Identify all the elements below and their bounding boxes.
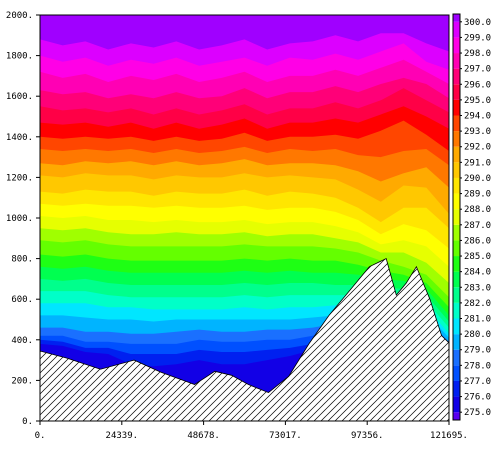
colorbar-swatch [453, 68, 460, 85]
colorbar-swatch [453, 412, 460, 420]
colorbar-label: 291.0 [464, 158, 491, 168]
colorbar-label: 279.0 [464, 346, 491, 356]
colorbar-swatch [453, 162, 460, 178]
y-tick-label: 1200. [6, 173, 33, 183]
colorbar-label: 293.0 [464, 127, 491, 137]
colorbar-label: 286.0 [464, 236, 491, 246]
colorbar-swatch [453, 84, 460, 100]
colorbar: 275.0 276.0 277.0 278.0 279.0 280.0 281.0 282.0… [452, 13, 491, 421]
colorbar-label: 289.0 [464, 190, 491, 200]
x-tick-label: 121695. [430, 431, 468, 441]
y-tick-label: 1000. [6, 214, 33, 224]
y-tick-label: 0. [22, 417, 33, 427]
colorbar-swatch [453, 53, 460, 69]
colorbar-label: 288.0 [464, 205, 491, 215]
colorbar-label: 294.0 [464, 112, 491, 122]
x-axis: 0. 24339. 48678. 73017. 97356. 121695. [35, 421, 468, 441]
colorbar-swatch [453, 302, 460, 319]
x-tick-label: 24339. [106, 431, 139, 441]
terrain-hatch [40, 258, 449, 421]
colorbar-label: 295.0 [464, 96, 491, 106]
colorbar-swatch [453, 240, 460, 257]
x-tick-label: 0. [35, 431, 46, 441]
colorbar-swatch [453, 177, 460, 194]
colorbar-swatch [453, 193, 460, 210]
y-tick-label: 1400. [6, 133, 33, 143]
colorbar-swatch [453, 380, 460, 397]
y-tick-label: 800. [11, 255, 33, 265]
colorbar-label: 282.0 [464, 299, 491, 309]
colorbar-label: 290.0 [464, 174, 491, 184]
y-tick-label: 2000. [6, 11, 33, 21]
colorbar-swatch [453, 21, 460, 38]
y-tick-label: 600. [11, 295, 33, 305]
x-tick-label: 73017. [269, 431, 302, 441]
colorbar-label: 278.0 [464, 361, 491, 371]
colorbar-swatch [453, 14, 460, 22]
colorbar-label: 275.0 [464, 408, 491, 418]
colorbar-label: 299.0 [464, 33, 491, 43]
colorbar-label: 298.0 [464, 49, 491, 59]
colorbar-swatch [453, 209, 460, 225]
colorbar-label: 280.0 [464, 330, 491, 340]
colorbar-label: 297.0 [464, 65, 491, 75]
colorbar-label: 281.0 [464, 315, 491, 325]
colorbar-frame [452, 13, 461, 421]
colorbar-swatch [453, 224, 460, 241]
colorbar-swatch [453, 99, 460, 116]
colorbar-swatch [453, 256, 460, 272]
y-tick-label: 1600. [6, 92, 33, 102]
colorbar-swatch [453, 334, 460, 350]
colorbar-label: 292.0 [464, 143, 491, 153]
y-tick-label: 200. [11, 376, 33, 386]
colorbar-label: 287.0 [464, 221, 491, 231]
colorbar-swatch [453, 396, 460, 413]
colorbar-swatch [453, 271, 460, 288]
colorbar-swatch [453, 115, 460, 132]
colorbar-swatch [453, 349, 460, 366]
colorbar-swatch [453, 37, 460, 54]
colorbar-label: 284.0 [464, 268, 491, 278]
y-tick-label: 1800. [6, 52, 33, 62]
x-tick-label: 48678. [187, 431, 220, 441]
colorbar-label: 276.0 [464, 393, 491, 403]
colorbar-swatch [453, 146, 460, 163]
colorbar-swatch [453, 131, 460, 147]
colorbar-label: 296.0 [464, 80, 491, 90]
colorbar-swatch [453, 287, 460, 303]
colorbar-label: 277.0 [464, 377, 491, 387]
y-axis: 0. 200. 400. 600. 800. 1000. 1200. 1400. 1600. 18… [6, 11, 40, 427]
x-tick-label: 97356. [351, 431, 384, 441]
colorbar-label: 285.0 [464, 252, 491, 262]
y-tick-label: 400. [11, 336, 33, 346]
colorbar-swatch [453, 318, 460, 335]
colorbar-label: 300.0 [464, 18, 491, 28]
colorbar-swatch [453, 365, 460, 381]
colorbar-label: 283.0 [464, 283, 491, 293]
